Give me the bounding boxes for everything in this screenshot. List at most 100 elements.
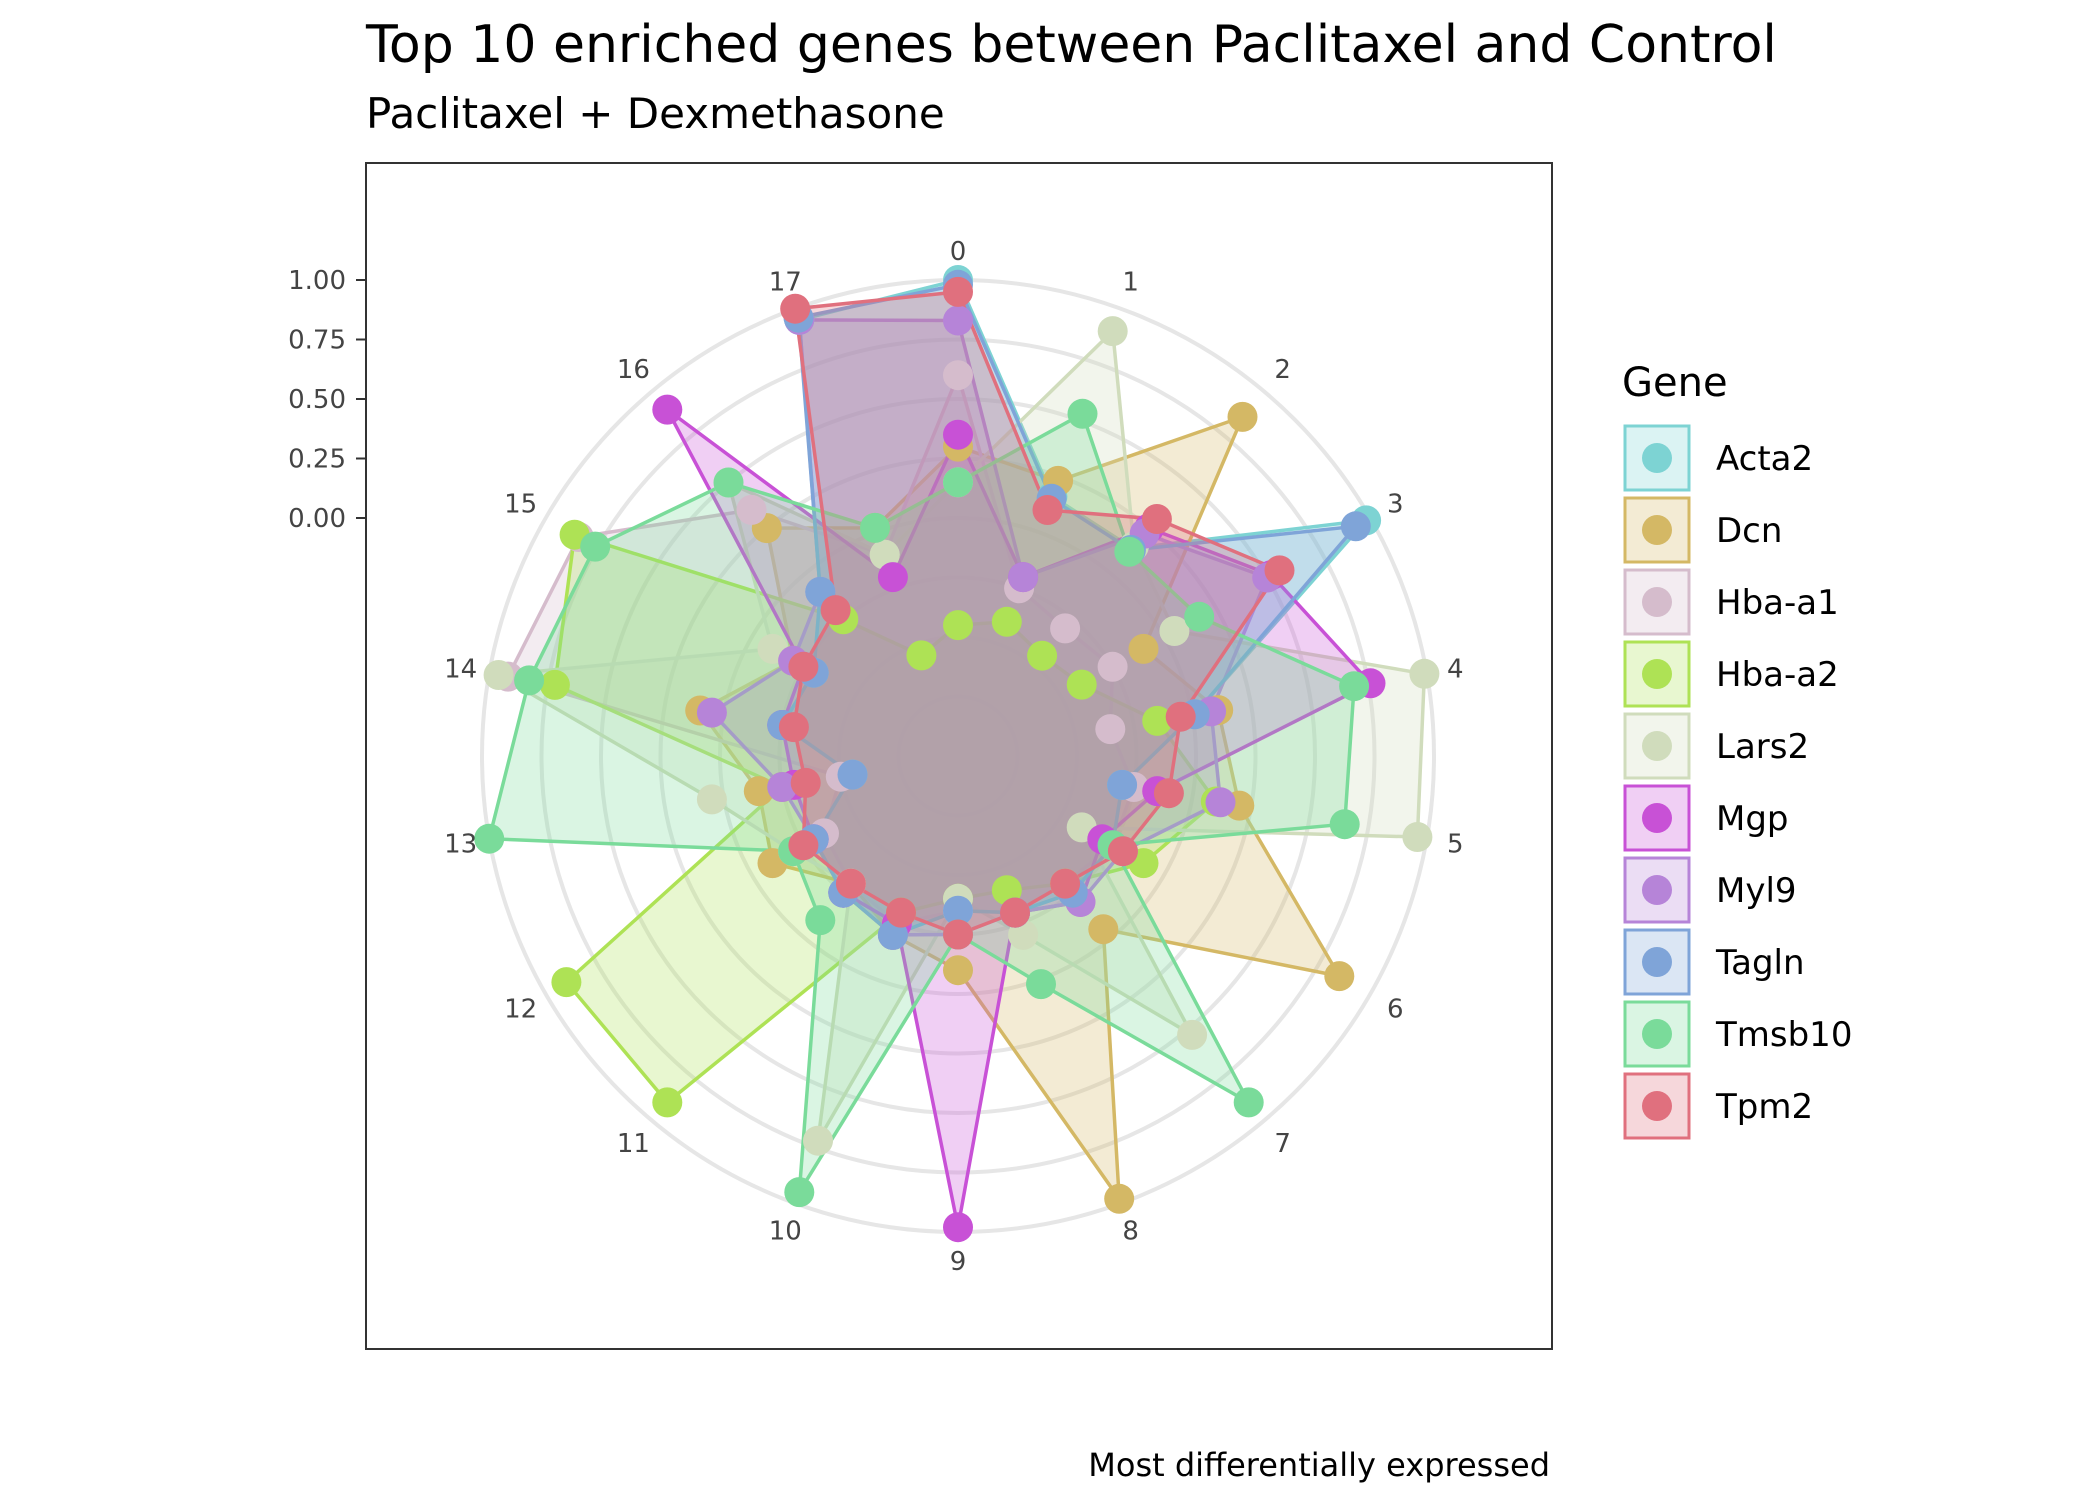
chart-caption: Most differentially expressed	[1088, 1446, 1550, 1484]
data-point-myl9	[767, 772, 798, 802]
data-point-tpm2	[788, 651, 819, 682]
spoke-label: 5	[1447, 830, 1464, 860]
data-point-hba-a2	[906, 640, 937, 671]
grid-ring	[539, 337, 1377, 1175]
radial-axis: 0.00 0.25 0.50 0.75 1.00	[288, 266, 366, 534]
data-point-lars2	[1409, 658, 1440, 689]
data-point-hba-a1	[1095, 714, 1126, 745]
legend-marker	[1642, 515, 1672, 545]
data-point-mgp	[652, 394, 683, 425]
data-point-tpm2	[778, 712, 809, 743]
legend-label: Dcn	[1716, 511, 1782, 551]
data-point-tpm2	[1165, 701, 1196, 732]
data-point-lars2	[1159, 616, 1190, 646]
data-point-tpm2	[1264, 555, 1295, 586]
data-point-tmsb10	[860, 512, 890, 543]
data-point-tmsb10	[1114, 536, 1145, 567]
legend-key-dcn	[1623, 496, 1691, 564]
data-point-tpm2	[943, 276, 973, 307]
data-point-hba-a1	[1050, 613, 1081, 644]
data-point-tpm2	[1153, 778, 1184, 809]
legend-key-hba-a1	[1623, 568, 1691, 636]
grid-ring	[896, 694, 1020, 818]
legend-label: Tagln	[1715, 943, 1805, 983]
data-point-hba-a2	[991, 606, 1022, 637]
data-point-tmsb10	[1184, 601, 1215, 632]
spoke-label: 13	[444, 830, 477, 860]
legend-marker	[1642, 587, 1672, 617]
data-point-tagln	[1340, 511, 1371, 542]
data-point-dcn	[1324, 961, 1355, 992]
data-point-tagln	[1107, 769, 1138, 800]
spoke-label: 2	[1274, 355, 1291, 385]
legend-marker	[1642, 1091, 1672, 1121]
data-point-tmsb10	[805, 905, 836, 936]
spoke-label: 3	[1387, 490, 1404, 520]
data-point-tpm2	[790, 767, 821, 798]
data-point-hba-a1	[736, 494, 767, 525]
grid-ring	[599, 397, 1317, 1115]
data-point-tpm2	[1032, 495, 1063, 525]
data-point-dcn	[1088, 914, 1119, 945]
series-layer	[474, 265, 1440, 1243]
data-point-lars2	[1097, 316, 1128, 347]
data-point-mgp	[877, 562, 908, 593]
data-point-lars2	[483, 660, 514, 690]
data-point-tmsb10	[713, 467, 744, 498]
data-point-myl9	[943, 305, 973, 336]
data-point-hba-a2	[1027, 640, 1058, 671]
data-point-myl9	[1008, 562, 1039, 593]
spoke-label: 17	[769, 268, 802, 298]
data-point-hba-a2	[1066, 669, 1097, 700]
data-point-tagln	[837, 759, 868, 790]
legend-label: Myl9	[1716, 871, 1797, 911]
spoke-label: 6	[1387, 995, 1404, 1025]
data-point-tmsb10	[1329, 809, 1360, 840]
legend-marker	[1642, 731, 1672, 761]
data-point-mgp	[943, 1212, 973, 1243]
y-tick-label: 0.00	[288, 504, 346, 534]
data-point-tpm2	[835, 868, 866, 899]
y-tick-label: 0.25	[288, 445, 346, 475]
legend-marker	[1642, 1019, 1672, 1049]
legend-label: Lars2	[1716, 727, 1809, 767]
data-point-tpm2	[1107, 836, 1138, 867]
data-point-hba-a2	[539, 669, 570, 700]
data-point-tmsb10	[514, 665, 545, 696]
spoke-label: 9	[950, 1247, 967, 1277]
data-point-tmsb10	[1067, 398, 1098, 429]
legend-label: Hba-a2	[1716, 655, 1839, 695]
data-point-hba-a2	[943, 610, 973, 641]
legend-label: Hba-a1	[1716, 583, 1839, 623]
spoke-label: 14	[444, 654, 477, 684]
spoke-label: 7	[1274, 1129, 1291, 1159]
data-point-tpm2	[1141, 504, 1172, 534]
grid-ring	[718, 516, 1198, 996]
data-point-tpm2	[780, 293, 811, 324]
data-point-tpm2	[788, 830, 819, 861]
data-point-tpm2	[1000, 897, 1030, 928]
data-point-lars2	[803, 1125, 833, 1156]
data-point-hba-a2	[1142, 705, 1173, 736]
data-point-tmsb10	[943, 467, 973, 498]
data-point-dcn	[1104, 1183, 1135, 1214]
legend-marker	[1642, 443, 1672, 473]
spoke-label: 1	[1122, 268, 1139, 298]
y-tick-label: 0.75	[288, 326, 346, 356]
data-point-tmsb10	[1339, 671, 1370, 702]
data-point-dcn	[943, 955, 973, 986]
spoke-label: 15	[504, 490, 537, 520]
legend-marker	[1642, 947, 1672, 977]
data-point-dcn	[1128, 633, 1159, 664]
data-point-tpm2	[943, 919, 973, 950]
legend-label: Acta2	[1716, 439, 1813, 479]
chart-subtitle: Paclitaxel + Dexmethasone	[366, 89, 945, 138]
chart-title: Top 10 enriched genes between Paclitaxel…	[365, 15, 1777, 75]
data-point-tmsb10	[580, 531, 611, 562]
data-point-tmsb10	[1026, 969, 1056, 1000]
data-point-tmsb10	[474, 823, 505, 854]
data-point-hba-a2	[652, 1087, 683, 1118]
legend: Acta2 Dcn Hba-a1 Hba-a2 Lars2 Mgp Myl9 Tagln Tms…	[1623, 424, 1852, 1140]
